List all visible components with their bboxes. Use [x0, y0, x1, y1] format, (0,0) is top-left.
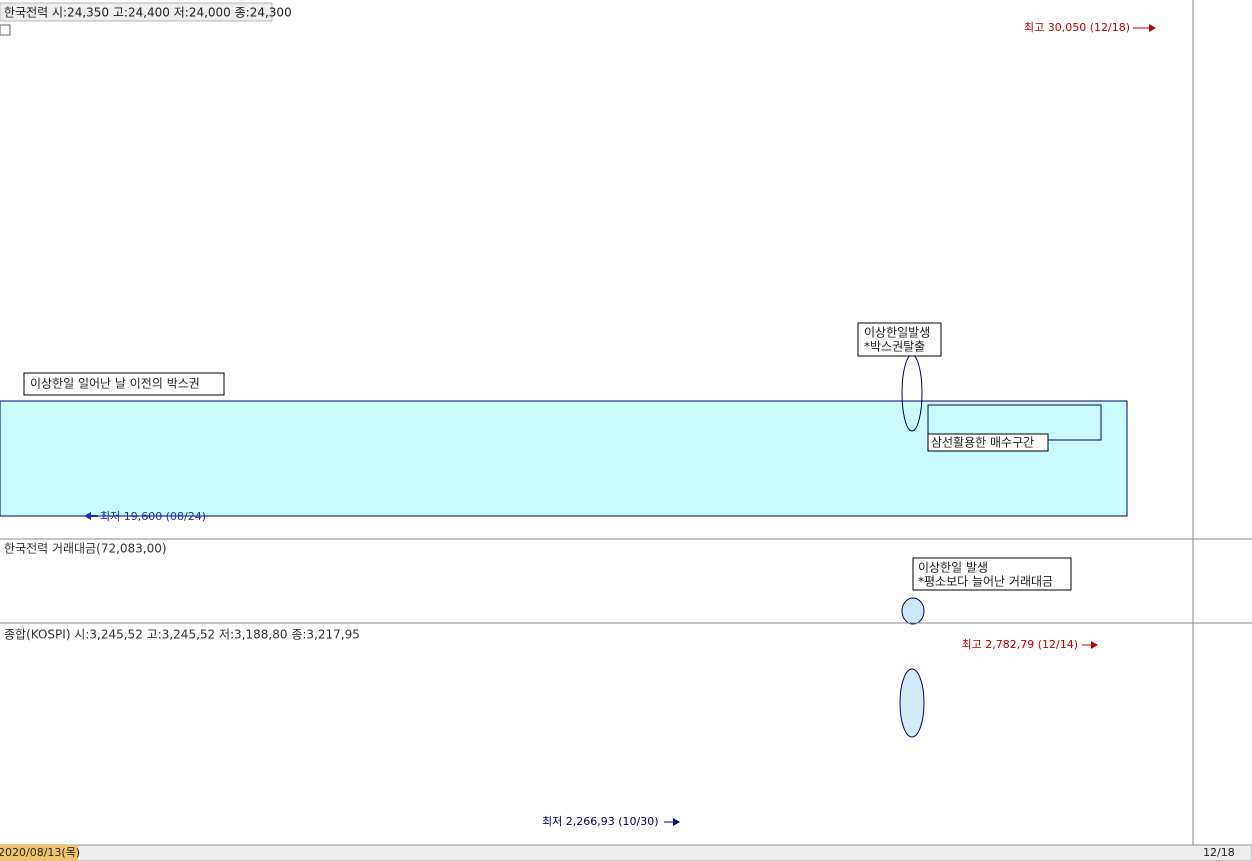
annotation: 이상한일 일어난 날 이전의 박스권	[30, 377, 200, 391]
note-box	[23, 372, 225, 396]
highlight-ellipse	[901, 597, 925, 625]
box-zone	[0, 400, 1128, 517]
note-box	[857, 322, 942, 357]
highlight-ellipse	[899, 668, 925, 738]
chart-title: 한국전력 시:24,350 고:24,400 저:24,000 종:24,300	[4, 6, 292, 20]
arrow-head	[1149, 24, 1156, 32]
x-end-label: 12/18	[1203, 846, 1235, 859]
box-layer	[0, 400, 1128, 517]
crosshair-date: 2020/08/13(목)	[0, 846, 80, 859]
note-box	[927, 433, 1049, 452]
chart-title: 종합(KOSPI) 시:3,245,52 고:3,245,52 저:3,188,…	[4, 628, 360, 642]
x-axis-strip	[0, 844, 1252, 861]
arrow-head	[1091, 641, 1098, 649]
crosshair-date-box	[0, 845, 78, 861]
arrow-head	[673, 818, 680, 826]
annotation-layer: 이상한일 일어난 날 이전의 박스권 이상한일발생 *박스권탈출 삼선활용한 매…	[23, 21, 1156, 828]
annotation: *평소보다 늘어난 거래대금	[918, 575, 1053, 589]
annotation: 이상한일발생	[864, 326, 930, 340]
annotation: 최고 30,050 (12/18)	[1024, 21, 1130, 34]
annotation: 최저 2,266,93 (10/30)	[542, 815, 659, 828]
chart-title: 한국전력 거래대금(72,083,00)	[4, 542, 167, 556]
title-box	[0, 2, 273, 22]
annotation: 최고 2,782,79 (12/14)	[961, 638, 1078, 651]
annotation: 이상한일 발생	[918, 561, 988, 575]
annotation: *박스권탈출	[864, 340, 925, 354]
annotation: 최저 19,600 (08/24)	[100, 510, 206, 523]
icon	[0, 24, 11, 36]
arrow-head	[84, 512, 91, 520]
note-box	[912, 557, 1072, 591]
annotation: 삼선활용한 매수구간	[931, 436, 1034, 450]
